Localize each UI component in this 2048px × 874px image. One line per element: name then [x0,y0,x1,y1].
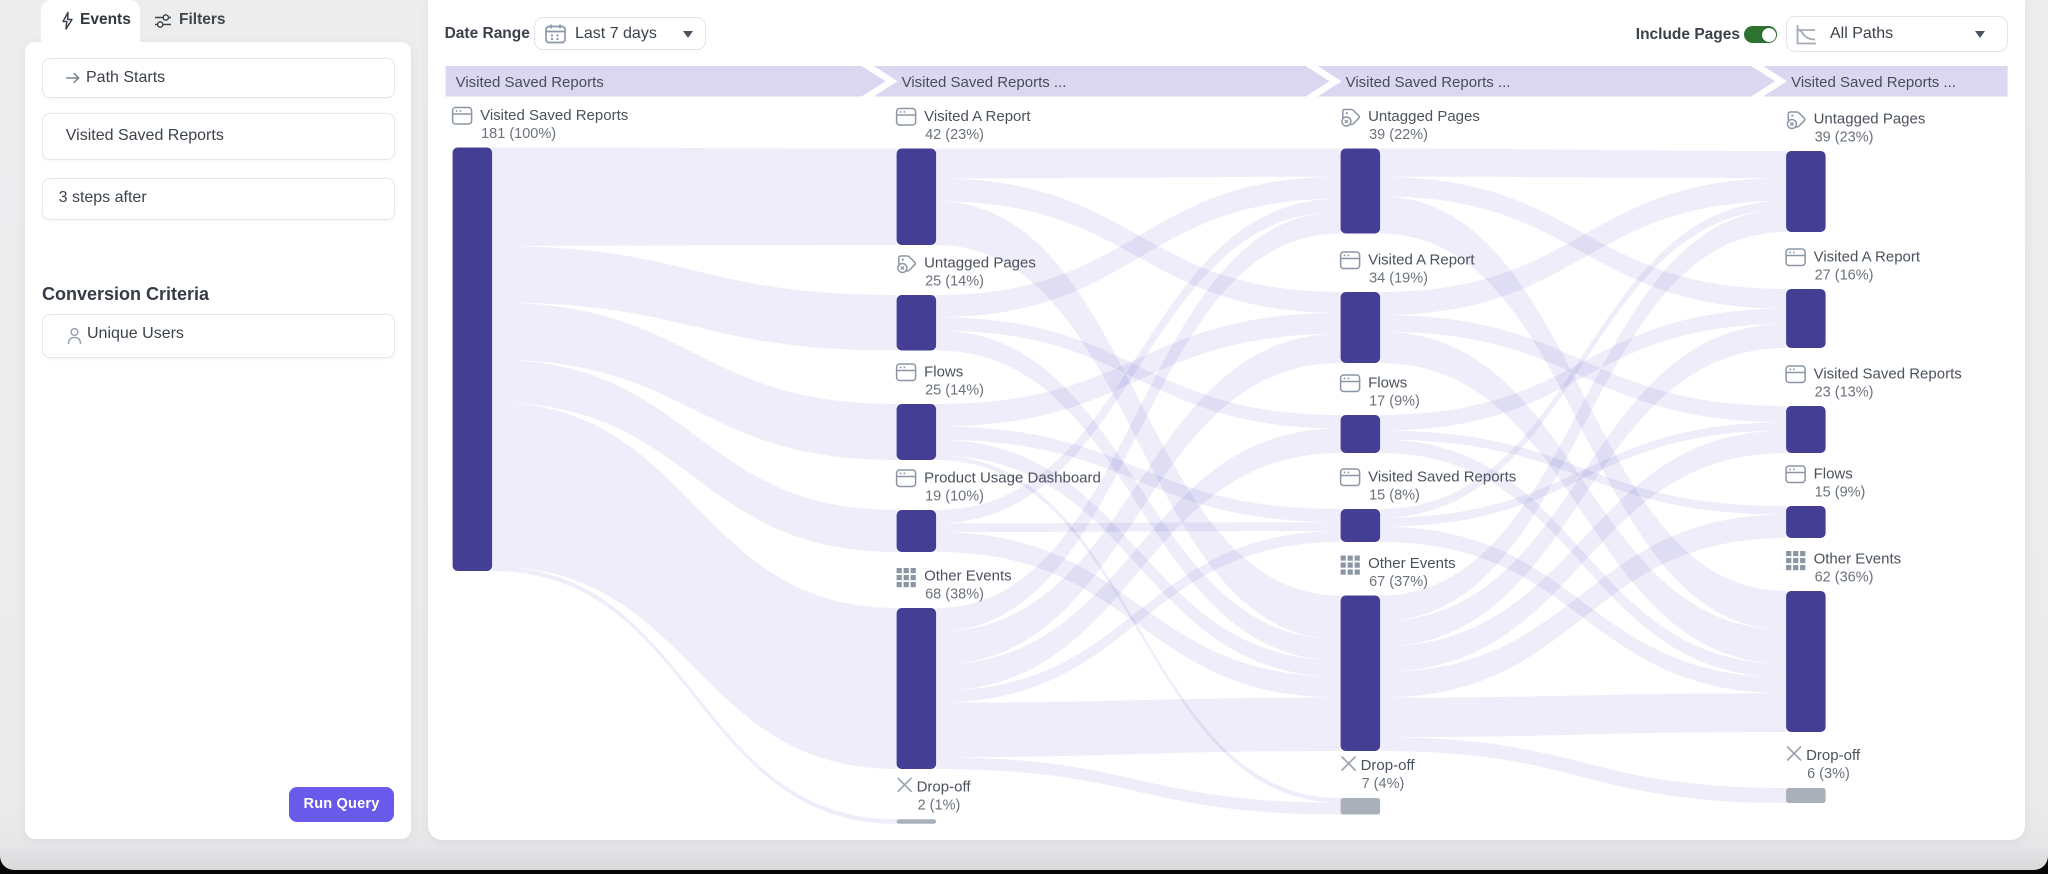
svg-text:27 (16%): 27 (16%) [1815,268,1874,284]
svg-text:Drop-off: Drop-off [1806,747,1861,764]
svg-text:Drop-off: Drop-off [1361,757,1416,774]
svg-text:39 (23%): 39 (23%) [1815,130,1874,146]
svg-text:39 (22%): 39 (22%) [1369,127,1428,143]
svg-text:Visited A Report: Visited A Report [1368,252,1475,269]
svg-text:Flows: Flows [924,364,963,381]
svg-text:Visited Saved Reports: Visited Saved Reports [480,107,628,124]
svg-text:Visited A Report: Visited A Report [1814,249,1921,266]
svg-text:Product Usage Dashboard: Product Usage Dashboard [924,470,1101,487]
svg-text:68 (38%): 68 (38%) [925,587,984,603]
svg-text:67 (37%): 67 (37%) [1369,574,1428,590]
svg-text:15 (8%): 15 (8%) [1369,488,1420,504]
svg-text:62 (36%): 62 (36%) [1815,570,1874,586]
svg-text:Untagged Pages: Untagged Pages [924,255,1036,272]
svg-text:2 (1%): 2 (1%) [918,797,961,813]
svg-text:Untagged Pages: Untagged Pages [1814,111,1926,128]
svg-text:17 (9%): 17 (9%) [1369,394,1420,410]
svg-text:25 (14%): 25 (14%) [925,383,984,399]
svg-text:Other Events: Other Events [1814,551,1902,568]
svg-text:Flows: Flows [1368,375,1407,392]
svg-text:Other Events: Other Events [1368,555,1456,572]
svg-text:181 (100%): 181 (100%) [481,126,556,142]
svg-text:19 (10%): 19 (10%) [925,489,984,505]
svg-text:Visited Saved Reports: Visited Saved Reports [1814,366,1962,383]
svg-text:Other Events: Other Events [924,568,1012,585]
svg-text:23 (13%): 23 (13%) [1815,385,1874,401]
svg-text:Flows: Flows [1814,466,1853,483]
svg-text:42 (23%): 42 (23%) [925,127,984,143]
svg-text:Visited Saved Reports ...: Visited Saved Reports ... [902,74,1067,91]
svg-text:6 (3%): 6 (3%) [1807,766,1850,782]
svg-text:15 (9%): 15 (9%) [1815,485,1866,501]
svg-text:Visited Saved Reports: Visited Saved Reports [456,74,604,91]
svg-text:25 (14%): 25 (14%) [925,274,984,290]
svg-text:Visited Saved Reports ...: Visited Saved Reports ... [1346,74,1511,91]
svg-text:7 (4%): 7 (4%) [1362,776,1405,792]
svg-text:Visited Saved Reports: Visited Saved Reports [1368,469,1516,486]
svg-text:Drop-off: Drop-off [917,778,972,795]
svg-text:34 (19%): 34 (19%) [1369,271,1428,287]
svg-text:Visited A Report: Visited A Report [924,108,1031,125]
svg-text:Untagged Pages: Untagged Pages [1368,108,1480,125]
svg-text:Visited Saved Reports ...: Visited Saved Reports ... [1791,74,1956,91]
